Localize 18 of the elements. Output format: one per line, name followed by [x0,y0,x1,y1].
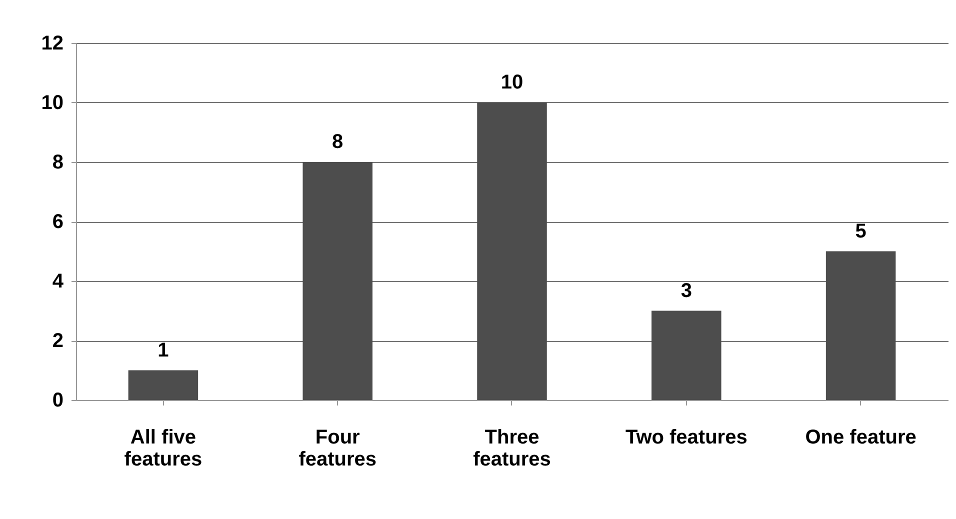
data-label: 8 [332,131,344,153]
x-tick-label: Three features [473,426,551,470]
y-tick-label: 6 [52,211,64,233]
y-tick-label: 12 [41,32,64,54]
x-tick-label: Two features [625,426,748,448]
data-label: 5 [855,220,866,242]
x-tick-label: All five features [124,426,202,470]
bar [128,370,198,400]
y-tick-label: 10 [41,92,64,114]
x-tick-label: Four features [298,426,377,470]
x-tick-label: One feature [805,426,916,448]
y-tick-label: 2 [52,330,64,352]
y-tick-label: 4 [52,270,64,292]
y-tick-label: 0 [52,390,64,412]
y-tick-label: 8 [52,152,64,174]
data-label: 10 [500,72,524,94]
data-label: 1 [158,339,169,362]
data-label: 3 [680,280,692,302]
